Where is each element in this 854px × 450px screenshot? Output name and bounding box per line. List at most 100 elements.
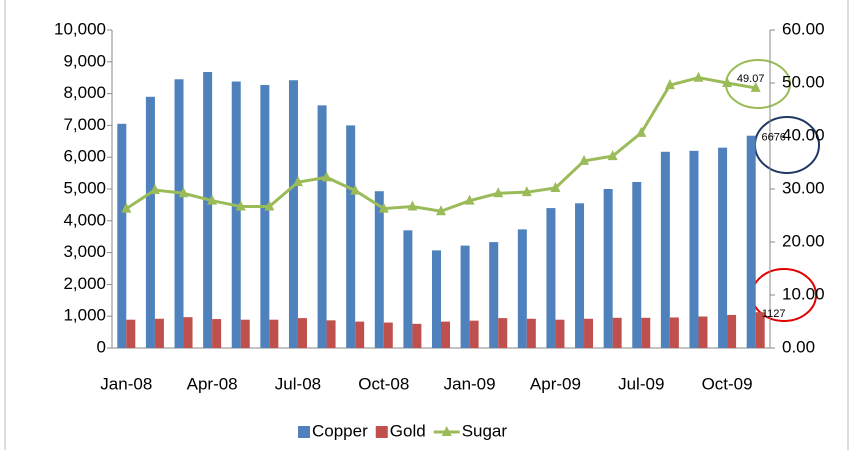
marker [750,81,761,92]
bar [212,319,222,348]
y-tick-label: 6,000 [63,147,106,166]
bar [432,250,441,348]
bar [641,317,651,348]
marker [235,200,246,211]
marker [664,79,675,90]
marker [521,186,532,197]
bar [260,85,270,348]
marker [464,194,475,205]
marker [550,181,561,192]
bar [374,191,384,348]
bar [603,189,613,348]
marker [264,200,275,211]
bar [755,312,765,348]
marker [292,176,303,187]
y-tick-label: 2,000 [63,274,106,293]
bar [269,319,279,348]
bar [317,105,327,348]
y-tick-label: 1,000 [63,306,106,325]
bar [727,314,737,348]
y2-tick-label: 60.00 [782,19,825,38]
marker [378,202,389,213]
legend-swatch [375,426,388,438]
x-tick-label: Apr-09 [530,374,581,393]
bar [126,319,136,348]
bar [612,317,622,348]
y2-tick-label: 0.00 [782,337,815,356]
data-label: 49.07 [737,73,765,85]
marker [407,200,418,211]
marker [579,154,590,165]
bar [689,150,699,348]
x-tick-label: Jul-09 [618,374,664,393]
x-tick-label: Oct-09 [702,374,753,393]
y-tick-label: 0 [97,337,106,356]
bar [183,317,193,348]
legend-marker [441,426,452,436]
bar [526,318,536,348]
x-tick-label: Jan-09 [444,374,496,393]
legend-label: Sugar [462,421,508,440]
y2-tick-label: 50.00 [782,72,825,91]
bar [326,320,336,348]
bar [469,320,479,348]
bar [698,316,708,348]
y2-tick-label: 10.00 [782,284,825,303]
y-tick-label: 8,000 [63,83,106,102]
bar [718,147,728,348]
bar [383,322,393,348]
data-label: 1127 [762,308,786,320]
y2-tick-label: 40.00 [782,125,825,144]
bar [240,319,250,348]
marker [607,150,618,161]
bar [584,318,594,348]
bar [174,79,184,348]
bar [460,245,470,348]
chart-frame [4,0,849,450]
bar [145,96,155,348]
legend-label: Copper [312,421,368,440]
marker [321,171,332,182]
bar [441,321,450,348]
marker [636,126,647,137]
marker [178,187,189,198]
y2-tick-label: 20.00 [782,231,825,250]
data-label: 6676 [761,132,785,144]
marker [436,205,446,216]
bar [297,318,307,348]
bar [117,123,127,348]
legend-swatch [298,426,310,438]
y-tick-label: 5,000 [63,178,106,197]
bar [489,242,499,348]
bar [498,318,508,348]
bar [746,135,756,348]
y2-tick-label: 30.00 [782,178,825,197]
y-tick-label: 10,000 [54,19,106,38]
x-tick-label: Jan-08 [100,374,152,393]
bar [154,318,164,348]
bar [517,229,527,348]
bar [203,71,213,348]
y-tick-label: 9,000 [63,51,106,70]
bar [555,319,565,348]
bar [669,317,679,348]
bar [288,80,298,348]
y-tick-label: 4,000 [63,210,106,229]
marker [350,184,361,195]
bar [355,321,365,348]
y-tick-label: 3,000 [63,242,106,261]
bar [575,203,585,348]
marker [693,71,704,82]
x-tick-label: Oct-08 [358,374,409,393]
x-tick-label: Jul-08 [275,374,321,393]
marker [493,187,504,198]
bar [546,208,556,348]
x-tick-label: Apr-08 [187,374,238,393]
bar [403,230,413,348]
bar [346,125,356,349]
marker [121,202,132,213]
marker [722,77,733,87]
y-tick-label: 7,000 [63,115,106,134]
bar [412,323,422,348]
